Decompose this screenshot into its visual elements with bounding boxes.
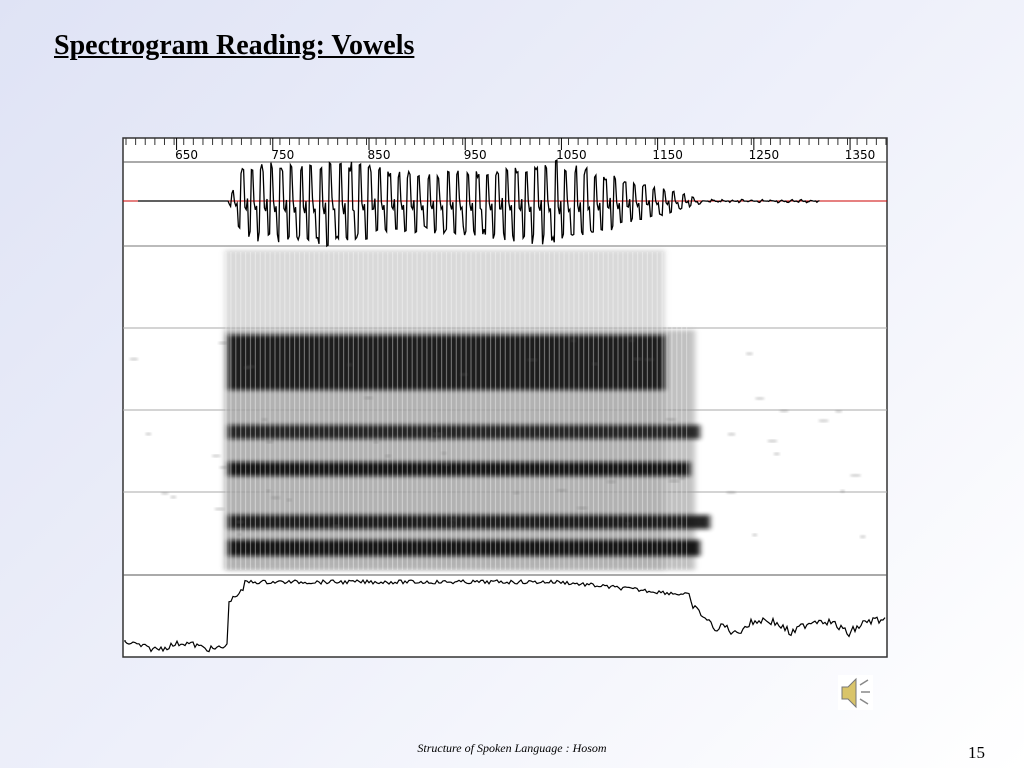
noise-speck <box>449 522 455 526</box>
formant-band <box>228 540 700 556</box>
tick-label: 750 <box>271 148 294 162</box>
noise-speck <box>555 488 568 492</box>
noise-speck <box>235 520 244 524</box>
noise-speck <box>668 479 680 483</box>
energy-contour <box>124 579 886 653</box>
noise-speck <box>431 432 444 436</box>
tick-label: 850 <box>368 148 391 162</box>
noise-speck <box>527 358 538 362</box>
noise-speck <box>644 358 655 362</box>
noise-speck <box>441 451 447 455</box>
footer: Structure of Spoken Language : Hosom <box>417 741 607 755</box>
tick-label: 1050 <box>556 148 587 162</box>
noise-speck <box>160 491 169 495</box>
noise-speck <box>145 432 152 436</box>
noise-speck <box>629 339 635 343</box>
noise-speck <box>347 363 353 367</box>
noise-speck <box>443 462 450 466</box>
noise-speck <box>214 507 225 511</box>
tick-label: 1350 <box>845 148 876 162</box>
noise-speck <box>679 476 685 480</box>
page-number: 15 <box>968 743 985 762</box>
waveform <box>138 158 820 248</box>
noise-speck <box>570 339 577 343</box>
noise-speck <box>384 454 392 458</box>
formant-band <box>228 462 690 476</box>
noise-speck <box>859 535 866 539</box>
noise-speck <box>727 432 736 436</box>
tick-label: 950 <box>464 148 487 162</box>
noise-speck <box>678 524 683 528</box>
noise-speck <box>779 409 789 413</box>
noise-speck <box>840 489 846 493</box>
noise-speck <box>363 396 373 400</box>
noise-speck <box>373 440 379 444</box>
formant-band <box>228 425 700 439</box>
formant-band <box>228 515 710 529</box>
noise-speck <box>218 341 229 345</box>
speaker-icon <box>838 675 873 710</box>
noise-speck <box>576 506 589 510</box>
noise-speck <box>243 366 251 370</box>
noise-speck <box>459 372 468 376</box>
noise-speck <box>606 480 617 484</box>
noise-speck <box>665 417 677 421</box>
noise-speck <box>591 362 599 366</box>
noise-speck <box>129 357 139 361</box>
noise-speck <box>286 498 292 502</box>
noise-speck <box>754 396 765 400</box>
noise-speck <box>265 440 274 444</box>
noise-speck <box>513 491 521 495</box>
tick-label: 1150 <box>652 148 683 162</box>
noise-speck <box>767 439 778 443</box>
noise-speck <box>625 522 631 526</box>
noise-speck <box>428 438 438 442</box>
tick-label: 650 <box>175 148 198 162</box>
noise-speck <box>332 524 342 528</box>
noise-speck <box>313 435 319 439</box>
noise-speck <box>236 532 242 536</box>
noise-speck <box>835 409 843 413</box>
noise-speck <box>448 518 457 522</box>
noise-speck <box>270 496 281 500</box>
formant-band <box>228 335 665 390</box>
noise-speck <box>266 489 271 493</box>
slide-title: Spectrogram Reading: Vowels <box>54 30 415 61</box>
ruler: 650 750 850 950 1050 1150 1250 1350 <box>125 138 887 162</box>
noise-speck <box>745 352 754 356</box>
noise-speck <box>752 533 758 537</box>
noise-speck <box>170 495 177 499</box>
noise-speck <box>632 357 643 361</box>
spectrogram <box>129 250 866 570</box>
noise-speck <box>773 452 780 456</box>
noise-speck <box>726 491 737 495</box>
noise-speck <box>620 513 627 517</box>
noise-speck <box>535 436 542 440</box>
noise-speck <box>261 418 268 422</box>
noise-speck <box>818 419 829 423</box>
noise-speck <box>211 454 221 458</box>
noise-speck <box>849 473 862 477</box>
noise-speck <box>219 465 229 469</box>
tick-label: 1250 <box>749 148 780 162</box>
